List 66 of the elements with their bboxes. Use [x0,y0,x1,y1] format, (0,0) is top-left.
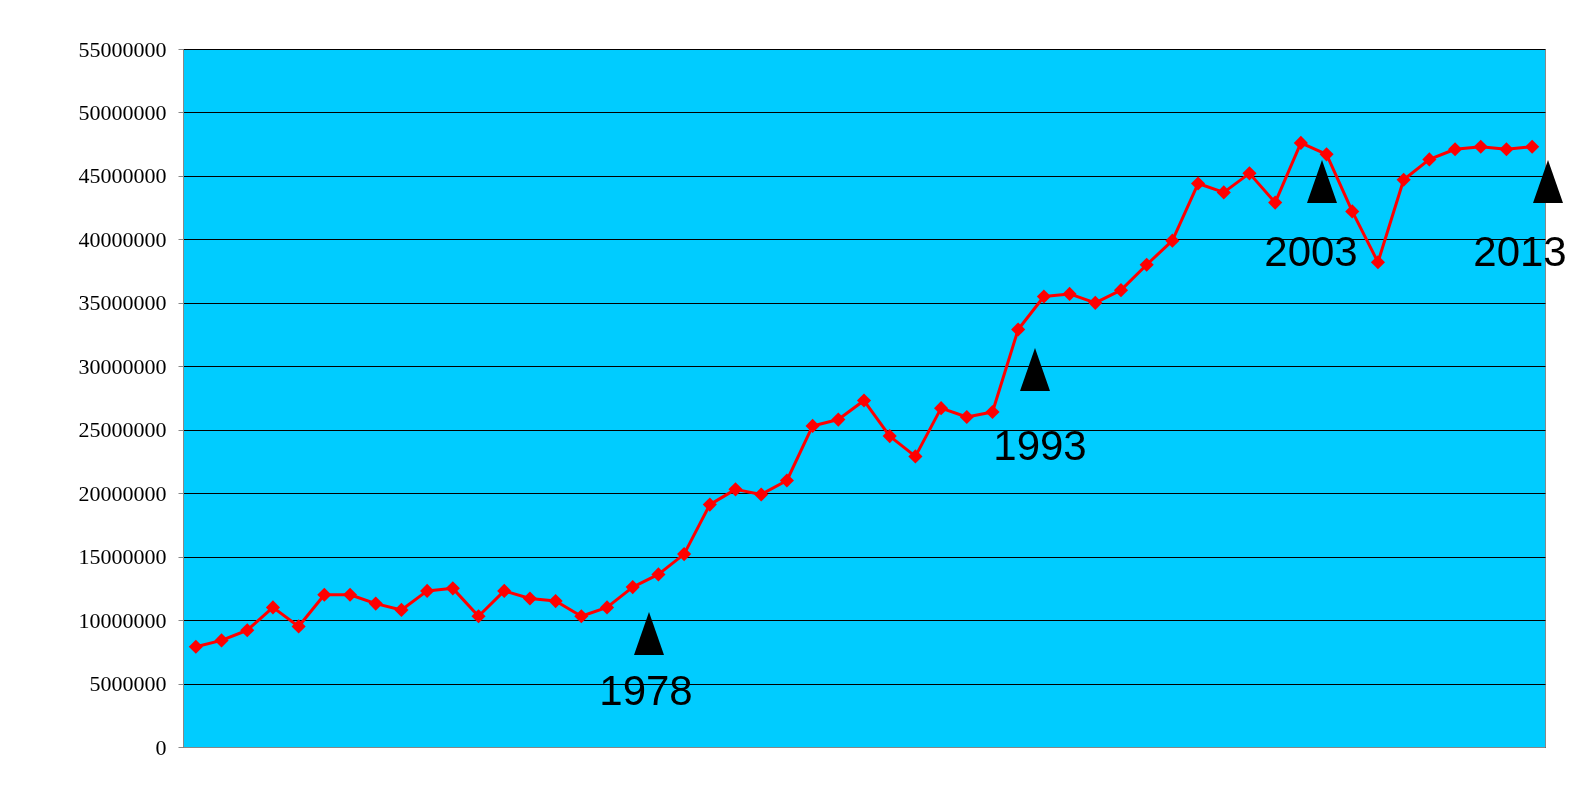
y-tick-label: 40000000 [78,226,167,252]
point [1447,142,1463,157]
point [1268,195,1283,210]
point [1191,176,1206,191]
point [1113,283,1129,298]
point [342,587,358,602]
y-tick-label: 5000000 [89,671,167,697]
point [265,600,281,615]
y-tick-label: 30000000 [78,353,167,379]
point [702,497,717,512]
point [548,593,563,609]
point [574,609,589,624]
y-tick-label: 15000000 [78,544,167,570]
point [959,409,974,425]
point [677,547,692,562]
y-tick-label: 45000000 [78,163,167,189]
point [1165,233,1180,248]
point [805,418,820,433]
point [1242,166,1257,181]
point [1062,286,1077,302]
point [1216,185,1231,200]
point [1525,139,1540,154]
point [856,393,872,408]
point [420,583,435,598]
point [368,596,383,611]
point [291,619,306,634]
y-tick-label: 50000000 [78,99,167,125]
point [240,623,255,638]
point [625,580,640,595]
y-tick-label: 0 [155,734,167,760]
point [985,404,1000,420]
point [471,609,486,624]
point [1036,289,1051,304]
point [1396,172,1411,187]
point [908,449,923,464]
point [1319,147,1334,162]
point [1422,152,1437,167]
point [497,583,512,598]
point [1293,135,1308,150]
point [599,600,615,615]
point [445,581,460,596]
y-tick-label: 20000000 [78,480,167,506]
point [1499,142,1514,157]
point [831,412,846,427]
annotation: 1993 [993,422,1087,469]
point [1011,322,1026,337]
point [188,639,203,654]
point [934,401,949,416]
point [317,587,332,602]
point [754,487,769,502]
point [728,482,743,497]
point [1139,257,1154,272]
point [1088,295,1103,310]
point [779,473,794,488]
point [882,429,897,444]
point [1473,139,1488,154]
y-tick-label: 35000000 [78,290,167,316]
point [214,633,229,648]
y-tick-label: 55000000 [78,36,167,62]
point [1370,255,1386,270]
point [1345,204,1360,219]
point [394,602,409,618]
y-tick-label: 10000000 [78,607,167,633]
point [651,567,666,582]
y-tick-label: 25000000 [78,417,167,443]
point [522,591,537,606]
